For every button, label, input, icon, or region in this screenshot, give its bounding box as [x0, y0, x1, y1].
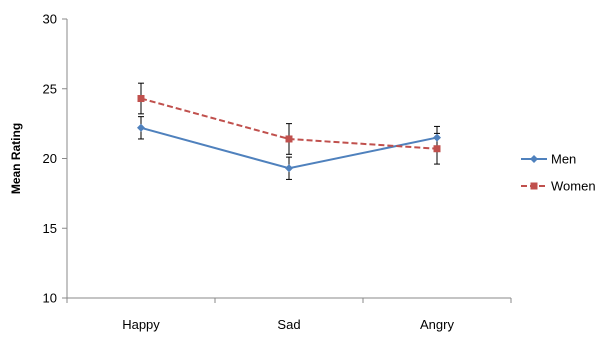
y-tick-label: 30 [43, 12, 57, 27]
y-tick-label: 10 [43, 291, 57, 306]
data-point-men [285, 164, 293, 173]
data-point-women [137, 95, 145, 103]
x-tick-label: Angry [420, 317, 454, 332]
legend-marker-women [530, 182, 538, 190]
series-markers [137, 95, 441, 173]
legend-marker-men [530, 155, 538, 163]
data-point-men [137, 123, 145, 132]
y-tick-label: 20 [43, 151, 57, 166]
data-point-men [433, 133, 441, 142]
legend-label-men: Men [551, 152, 576, 167]
legend-label-women: Women [551, 179, 596, 194]
legend: Men Women [521, 152, 596, 194]
y-tick-label: 15 [43, 221, 57, 236]
y-axis-title: Mean Rating [9, 123, 23, 194]
x-tick-label: Happy [122, 317, 160, 332]
data-point-women [285, 135, 293, 143]
x-tick-label: Sad [277, 317, 300, 332]
axes: 10 15 20 25 30 Happy Sad Angry Mean Rating [9, 12, 512, 332]
data-point-women [433, 145, 441, 153]
y-tick-label: 25 [43, 81, 57, 96]
